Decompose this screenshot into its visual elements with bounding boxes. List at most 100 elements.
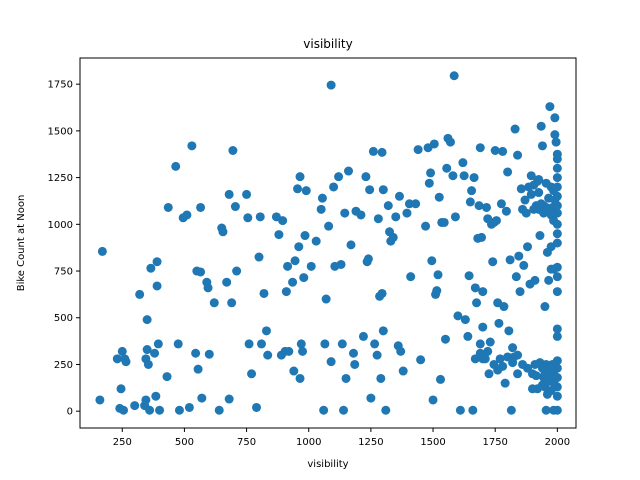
x-tick-label: 1750 <box>482 437 507 448</box>
data-point <box>549 264 559 274</box>
data-point <box>518 359 528 369</box>
plot-frame <box>79 57 577 429</box>
x-tick-label: 1250 <box>358 437 383 448</box>
data-point <box>551 137 561 147</box>
data-point <box>112 354 122 364</box>
data-point <box>155 405 165 415</box>
x-tick-label: 500 <box>175 437 194 448</box>
data-point <box>429 139 439 149</box>
data-point <box>256 339 266 349</box>
data-point <box>463 331 473 341</box>
data-point <box>358 331 368 341</box>
data-point <box>450 212 460 222</box>
data-point <box>381 405 391 415</box>
data-point <box>521 208 531 218</box>
data-point <box>182 210 192 220</box>
data-point <box>337 339 347 349</box>
data-point <box>474 201 484 211</box>
data-point <box>500 378 510 388</box>
data-point <box>289 366 299 376</box>
data-point <box>498 146 508 156</box>
data-point <box>283 261 293 271</box>
data-point <box>436 374 445 384</box>
data-point <box>370 339 380 349</box>
data-point <box>523 242 533 252</box>
data-point <box>339 405 349 415</box>
data-point <box>526 171 536 181</box>
data-point <box>467 186 477 196</box>
data-point <box>191 348 201 358</box>
data-point <box>530 275 540 285</box>
data-point <box>530 359 540 369</box>
data-point <box>150 348 160 358</box>
y-tick-label: 1750 <box>48 80 73 91</box>
data-point <box>119 405 129 415</box>
data-point <box>326 80 336 90</box>
data-point <box>402 208 412 218</box>
data-point <box>317 193 327 203</box>
data-point <box>281 287 291 297</box>
data-point <box>391 212 401 222</box>
data-point <box>247 369 257 379</box>
data-point <box>513 150 523 160</box>
data-point <box>526 189 536 199</box>
y-tick-label: 500 <box>54 313 73 324</box>
data-point <box>445 137 455 147</box>
data-point <box>197 393 207 403</box>
data-point <box>503 167 513 177</box>
data-point <box>535 231 545 241</box>
data-point <box>334 172 344 182</box>
data-point <box>515 287 525 297</box>
data-point <box>475 348 485 358</box>
data-point <box>274 230 284 240</box>
data-point <box>475 143 485 153</box>
points-layer <box>95 71 562 415</box>
data-point <box>163 202 173 212</box>
data-point <box>184 402 194 412</box>
data-point <box>434 192 444 202</box>
data-point <box>145 405 155 415</box>
x-axis-ticks: 250 500 750 1000 1250 1500 1750 2000 <box>113 428 570 448</box>
data-point <box>458 158 468 168</box>
data-point <box>348 348 358 358</box>
data-point <box>316 204 326 214</box>
data-point <box>222 277 232 287</box>
data-point <box>142 315 152 325</box>
data-point <box>404 199 414 209</box>
data-point <box>545 102 555 112</box>
data-point <box>541 405 551 415</box>
y-tick-label: 1250 <box>48 173 73 184</box>
data-point <box>552 331 562 341</box>
data-point <box>296 339 306 349</box>
data-point <box>396 346 406 356</box>
data-point <box>329 182 339 192</box>
data-point <box>227 298 237 308</box>
data-point <box>151 391 161 401</box>
data-point <box>455 405 465 415</box>
data-point <box>196 202 206 212</box>
data-point <box>171 161 181 171</box>
data-point <box>506 405 516 415</box>
data-point <box>174 405 184 415</box>
data-point <box>365 185 375 195</box>
data-point <box>196 267 206 277</box>
data-point <box>368 146 378 156</box>
data-point <box>244 339 254 349</box>
data-point <box>146 263 156 273</box>
data-point <box>193 364 203 374</box>
data-point <box>544 275 554 285</box>
data-point <box>209 298 219 308</box>
data-point <box>488 257 498 267</box>
data-point <box>153 339 163 349</box>
data-point <box>485 337 495 347</box>
data-point <box>464 271 474 281</box>
data-point <box>356 210 366 220</box>
data-point <box>482 202 491 212</box>
data-point <box>326 357 336 367</box>
x-tick-label: 1000 <box>296 437 321 448</box>
data-point <box>448 171 458 181</box>
data-point <box>135 289 145 299</box>
data-point <box>121 357 131 367</box>
data-point <box>536 121 546 131</box>
y-tick-label: 1000 <box>48 220 73 231</box>
